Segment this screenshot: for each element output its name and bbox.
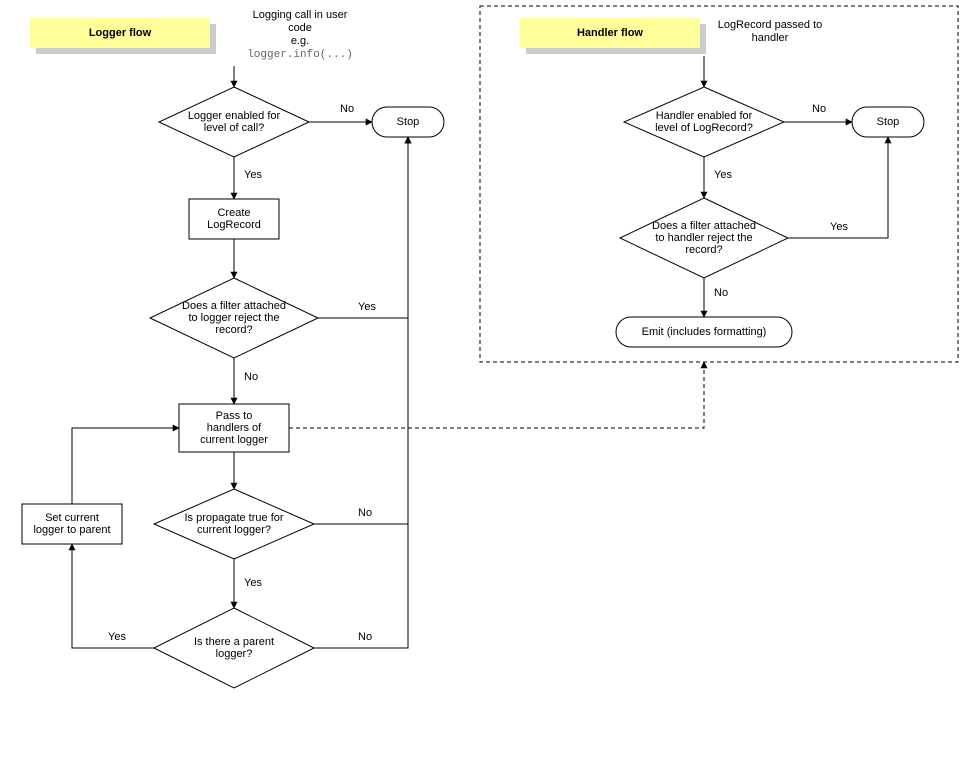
t_stop2-text: Stop (877, 116, 900, 128)
p_pass_handlers-text: current logger (200, 434, 268, 446)
node-d_propagate: Is propagate true forcurrent logger? (154, 489, 314, 559)
edge-label-e_logger_enabled_no: No (340, 103, 354, 115)
node-p_create_lr: CreateLogRecord (189, 199, 279, 239)
d_filter_logger-text: Does a filter attached (182, 300, 286, 312)
logger-call-text-code: logger.info(...) (247, 49, 353, 61)
edge-label-e_handler_enabled_yes: Yes (714, 169, 732, 181)
p_create_lr-text: LogRecord (207, 219, 261, 231)
handler-flow-group (480, 6, 958, 362)
logrecord-passed-text-line: LogRecord passed to (718, 19, 823, 31)
p_pass_handlers-text: Pass to (216, 410, 253, 422)
edge-label-e_filter_handler_yes: Yes (830, 221, 848, 233)
node-d_filter_logger: Does a filter attachedto logger reject t… (150, 278, 318, 358)
node-d_logger_enabled: Logger enabled forlevel of call? (159, 87, 309, 157)
edge-label-e_handler_enabled_no: No (812, 103, 826, 115)
node-t_emit: Emit (includes formatting) (616, 317, 792, 347)
edge-label-e_propagate_no: No (358, 507, 372, 519)
edge-e_pass_to_handlerflow (289, 362, 704, 428)
edge-label-e_parent_yes: Yes (108, 631, 126, 643)
logger-call-text-line: e.g. (291, 35, 309, 47)
edge-e_propagate_no (314, 137, 408, 524)
edge-e_parent_no (314, 137, 408, 648)
d_filter_logger-text: to logger reject the (188, 312, 279, 324)
logger-call-text-line: Logging call in user (253, 9, 348, 21)
handler-flow-title-label: Handler flow (577, 27, 643, 39)
edge-label-e_propagate_yes: Yes (244, 577, 262, 589)
edge-e_filter_logger_yes (318, 137, 408, 318)
d_handler_enabled-text: level of LogRecord? (655, 122, 753, 134)
p_pass_handlers-text: handlers of (207, 422, 262, 434)
flowchart-diagram: Logger flow Handler flow Logging call in u… (0, 0, 966, 764)
d_propagate-text: Is propagate true for (184, 512, 283, 524)
node-d_handler_enabled: Handler enabled forlevel of LogRecord? (624, 87, 784, 157)
logger-flow-title-label: Logger flow (89, 27, 152, 39)
d_parent-text: logger? (216, 648, 253, 660)
node-p_set_parent: Set currentlogger to parent (22, 504, 122, 544)
d_propagate-text: current logger? (197, 524, 271, 536)
d_filter_handler-text: to handler reject the (655, 232, 752, 244)
node-d_filter_handler: Does a filter attachedto handler reject … (620, 198, 788, 278)
p_set_parent-text: logger to parent (33, 524, 110, 536)
node-d_parent: Is there a parentlogger? (154, 608, 314, 688)
p_create_lr-text: Create (217, 207, 250, 219)
edge-label-e_parent_no: No (358, 631, 372, 643)
d_filter_handler-text: Does a filter attached (652, 220, 756, 232)
node-t_stop2: Stop (852, 107, 924, 137)
logrecord-passed-text-line: handler (752, 32, 789, 44)
p_set_parent-text: Set current (45, 512, 99, 524)
edge-label-e_logger_enabled_yes: Yes (244, 169, 262, 181)
d_logger_enabled-text: Logger enabled for (188, 110, 281, 122)
logger-call-text-line: code (288, 22, 312, 34)
t_emit-text: Emit (includes formatting) (642, 326, 767, 338)
edge-label-e_filter_handler_no: No (714, 287, 728, 299)
edge-label-e_filter_logger_no: No (244, 371, 258, 383)
d_logger_enabled-text: level of call? (204, 122, 265, 134)
edge-e_setparent_to_pass (72, 428, 179, 504)
d_parent-text: Is there a parent (194, 636, 274, 648)
node-p_pass_handlers: Pass tohandlers ofcurrent logger (179, 404, 289, 452)
node-t_stop1: Stop (372, 107, 444, 137)
t_stop1-text: Stop (397, 116, 420, 128)
d_handler_enabled-text: Handler enabled for (656, 110, 753, 122)
d_filter_logger-text: record? (215, 324, 252, 336)
d_filter_handler-text: record? (685, 244, 722, 256)
edge-label-e_filter_logger_yes: Yes (358, 301, 376, 313)
